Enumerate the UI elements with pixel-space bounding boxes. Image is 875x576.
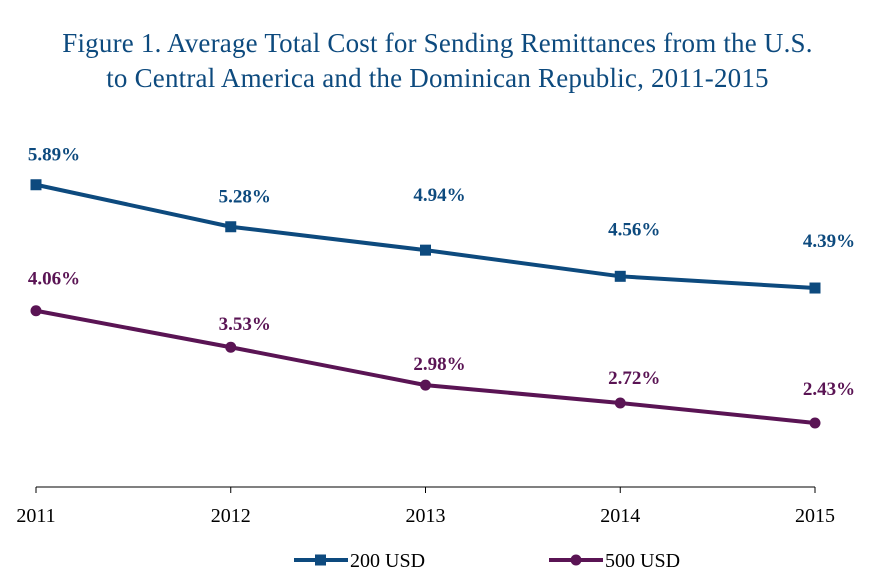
- data-point: [420, 244, 431, 256]
- data-label: 5.89%: [28, 145, 80, 166]
- data-point: [30, 305, 42, 317]
- data-point: [225, 341, 237, 353]
- chart-title-line-2: to Central America and the Dominican Rep…: [106, 63, 769, 93]
- data-label: 2.98%: [413, 354, 465, 375]
- data-label: 4.56%: [608, 219, 660, 240]
- legend-label: 200 USD: [350, 550, 425, 572]
- x-tick-label: 2012: [211, 505, 251, 527]
- chart-title-line-1: Figure 1. Average Total Cost for Sending…: [62, 28, 813, 58]
- data-label: 3.53%: [219, 314, 271, 335]
- x-tick-label: 2013: [406, 505, 446, 527]
- data-point: [614, 270, 626, 282]
- x-tick-label: 2014: [600, 505, 640, 527]
- data-label: 4.94%: [413, 185, 465, 206]
- data-point: [30, 179, 42, 191]
- data-label: 4.06%: [28, 269, 80, 290]
- data-label: 2.72%: [608, 368, 660, 389]
- legend-square-icon: [315, 554, 326, 566]
- x-tick-label: 2011: [16, 505, 55, 527]
- data-point: [809, 282, 821, 294]
- data-point: [809, 417, 821, 429]
- legend-circle-icon: [570, 554, 582, 566]
- data-label: 2.43%: [803, 379, 855, 400]
- data-point: [614, 397, 626, 409]
- x-tick-label: 2015: [795, 505, 835, 527]
- data-label: 4.39%: [803, 231, 855, 252]
- data-point: [225, 221, 237, 233]
- data-point: [420, 379, 431, 391]
- data-label: 5.28%: [219, 187, 271, 208]
- legend-label: 500 USD: [605, 550, 680, 572]
